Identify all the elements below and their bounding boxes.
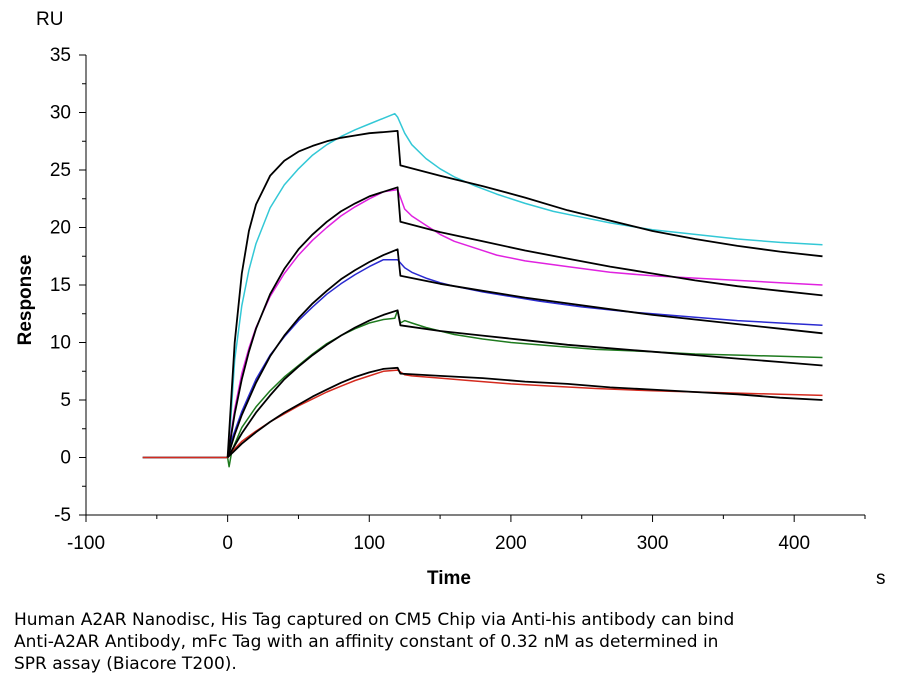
y-tick-label: -5 — [54, 505, 71, 526]
caption-line-3: SPR assay (Biacore T200). — [14, 654, 237, 674]
y-axis-title: Response — [15, 255, 36, 346]
y-tick-label: 25 — [50, 160, 71, 181]
x-tick-label: 300 — [637, 533, 669, 554]
x-tick-label: 0 — [222, 533, 233, 554]
y-tick-label: 20 — [50, 218, 71, 239]
caption-line-2: Anti-A2AR Antibody, mFc Tag with an affi… — [14, 632, 719, 652]
y-tick-label: 15 — [50, 275, 71, 296]
y-unit-label: RU — [36, 9, 63, 30]
data-series — [142, 112, 823, 468]
fit-curve-5 — [226, 129, 823, 458]
x-tick-label: -100 — [67, 533, 105, 554]
sensorgram-series-1 — [142, 188, 823, 459]
x-unit-label: s — [876, 568, 886, 589]
y-tick-label: 0 — [60, 448, 71, 469]
fit-curve-8 — [226, 309, 823, 458]
fit-curve-6 — [226, 186, 823, 458]
sensorgram-series-4 — [142, 369, 823, 459]
y-tick-label: 5 — [60, 390, 71, 411]
y-tick-label: 35 — [50, 45, 71, 66]
spr-sensorgram-chart: -5 0 5 10 15 20 25 30 35 -100 0 100 200 300 400 RU s T… — [15, 9, 886, 589]
x-tick-label: 100 — [353, 533, 385, 554]
sensorgram-series-0 — [142, 112, 823, 459]
fit-curve-7 — [226, 248, 823, 458]
axes: -5 0 5 10 15 20 25 30 35 -100 0 100 200 300 400 — [50, 45, 866, 554]
caption-line-1: Human A2AR Nanodisc, His Tag captured on… — [14, 610, 735, 630]
y-tick-label: 10 — [50, 333, 71, 354]
x-axis-title: Time — [427, 568, 471, 589]
figure-caption: Human A2AR Nanodisc, His Tag captured on… — [14, 609, 814, 675]
sensorgram-series-3 — [142, 309, 823, 468]
x-tick-label: 200 — [495, 533, 527, 554]
x-tick-label: 400 — [778, 533, 810, 554]
y-tick-label: 30 — [50, 103, 71, 124]
fit-curve-9 — [226, 366, 823, 459]
